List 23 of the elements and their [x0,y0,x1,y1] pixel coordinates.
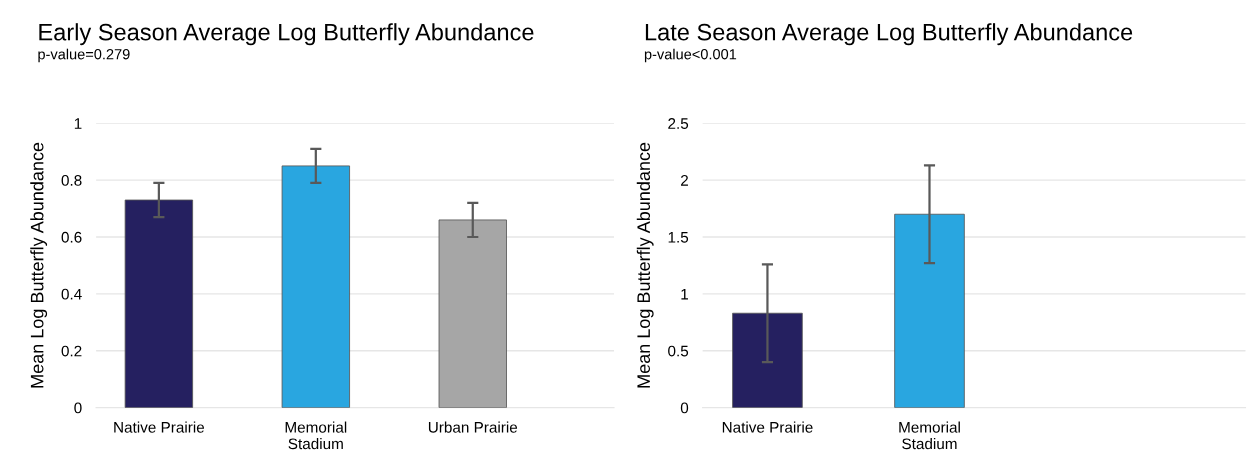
y-axis-title: Mean Log Butterfly Abundance [636,142,654,388]
chart-title: Early Season Average Log Butterfly Abundance [39,23,534,46]
y-tick-label: 1.5 [668,232,689,243]
y-tick-label: 2.5 [668,118,689,129]
y-tick-label: 1 [681,288,688,300]
y-tick-label: 0 [74,402,82,414]
chart-title: Late Season Average Log Butterfly Abundance [645,23,1133,46]
x-tick-label: Urban Prairie [428,421,518,433]
y-tick-label: 0.5 [668,345,689,357]
y-tick-label: 0.4 [61,288,82,300]
y-axis-title: Mean Log Butterfly Abundance [30,142,48,388]
x-tick-label: Native Prairie [114,421,205,433]
y-tick-label: 0.2 [61,345,82,357]
chart-subtitle: p-value<0.001 [644,48,737,63]
x-tick-label: Memorial Stadium [899,421,960,450]
chart-subtitle: p-value=0.279 [38,48,130,63]
y-tick-label: 0.8 [61,174,82,186]
y-tick-label: 0.6 [61,231,82,243]
y-tick-label: 2 [681,174,688,186]
y-tick-label: 1 [74,118,82,129]
x-tick-label: Memorial Stadium [285,421,347,450]
y-tick-label: 0 [680,402,689,414]
x-tick-label: Native Prairie [722,421,813,433]
